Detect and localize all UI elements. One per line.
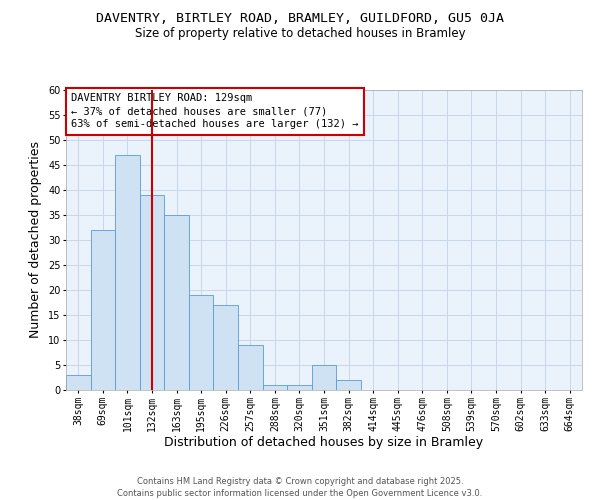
- Bar: [238, 345, 263, 390]
- Bar: [189, 295, 214, 390]
- Bar: [312, 365, 336, 390]
- Bar: [91, 230, 115, 390]
- Text: DAVENTRY BIRTLEY ROAD: 129sqm
← 37% of detached houses are smaller (77)
63% of s: DAVENTRY BIRTLEY ROAD: 129sqm ← 37% of d…: [71, 93, 359, 130]
- X-axis label: Distribution of detached houses by size in Bramley: Distribution of detached houses by size …: [164, 436, 484, 450]
- Bar: [140, 195, 164, 390]
- Bar: [214, 305, 238, 390]
- Y-axis label: Number of detached properties: Number of detached properties: [29, 142, 43, 338]
- Text: DAVENTRY, BIRTLEY ROAD, BRAMLEY, GUILDFORD, GU5 0JA: DAVENTRY, BIRTLEY ROAD, BRAMLEY, GUILDFO…: [96, 12, 504, 26]
- Text: Contains HM Land Registry data © Crown copyright and database right 2025.
Contai: Contains HM Land Registry data © Crown c…: [118, 476, 482, 498]
- Bar: [164, 215, 189, 390]
- Bar: [115, 155, 140, 390]
- Bar: [66, 375, 91, 390]
- Bar: [336, 380, 361, 390]
- Bar: [287, 385, 312, 390]
- Bar: [263, 385, 287, 390]
- Text: Size of property relative to detached houses in Bramley: Size of property relative to detached ho…: [134, 28, 466, 40]
